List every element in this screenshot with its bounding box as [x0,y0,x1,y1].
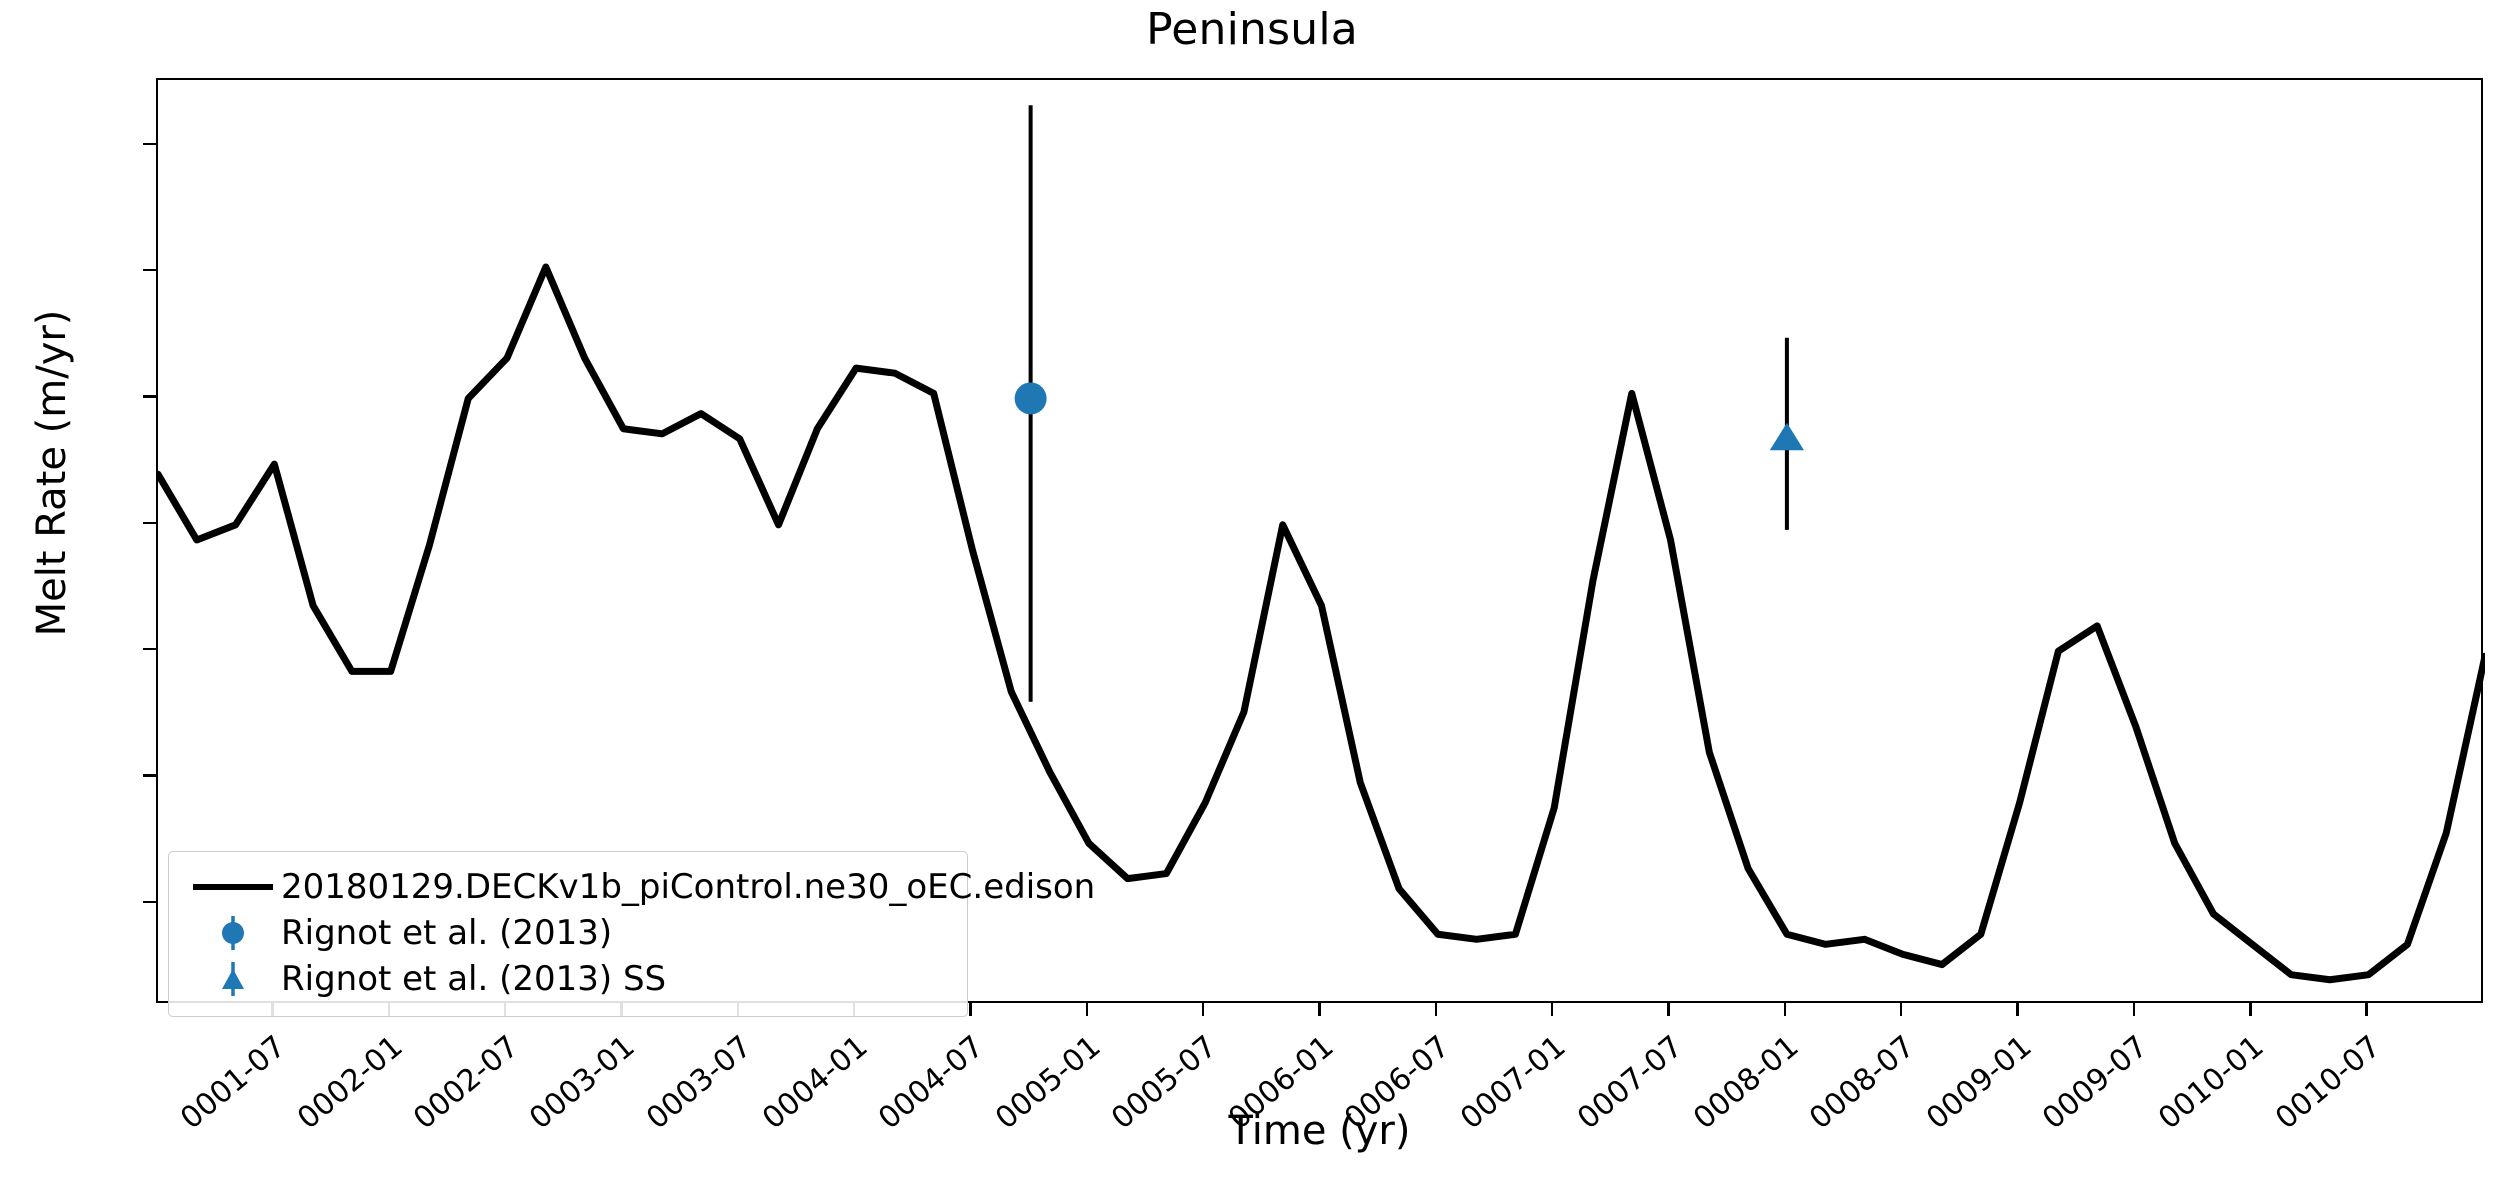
x-axis-tick-mark [1783,1003,1787,1016]
x-axis-tick-mark [1551,1003,1554,1016]
observation-marker-triangle[interactable] [1769,422,1804,451]
legend-item-rignot-ss[interactable]: Rignot et al. (2013) SS [185,956,951,1002]
x-axis-tick-mark [2016,1003,2019,1016]
legend-label-rignot: Rignot et al. (2013) [281,913,613,953]
chart-title: Peninsula [1146,4,1358,55]
y-axis-tick-mark [143,142,156,145]
y-axis-tick-mark [143,521,156,524]
x-axis-tick-mark [1318,1003,1321,1016]
x-axis-tick-mark [2365,1003,2368,1016]
x-axis-tick-mark [1085,1003,1088,1016]
y-axis-label: Melt Rate (m/yr) [29,309,75,637]
y-axis-tick-mark [143,268,156,272]
observation-marker-circle[interactable] [1014,382,1047,415]
x-axis-label: Time (yr) [1228,1108,1411,1154]
legend-label-rignot-ss: Rignot et al. (2013) SS [281,959,667,999]
plot-svg [158,105,2485,984]
x-axis-tick-mark [1667,1003,1670,1016]
x-axis-tick-mark [969,1003,972,1016]
y-axis-tick-mark [143,395,156,398]
legend-triangle-errorbar-swatch [185,956,281,1002]
legend-circle-errorbar-swatch [185,910,281,956]
model-timeseries-line [158,263,2485,984]
chart-legend: 20180129.DECKv1b_piControl.ne30_oEC.edis… [168,851,1095,1017]
y-axis-tick-mark [143,774,156,777]
x-axis-tick-mark [1434,1003,1438,1016]
x-axis-tick-mark [1900,1003,1903,1016]
y-axis-tick-mark [143,900,156,904]
legend-label-model: 20180129.DECKv1b_piControl.ne30_oEC.edis… [281,867,1096,907]
x-axis-tick-mark [1201,1003,1205,1016]
x-axis-tick-mark [2132,1003,2136,1016]
plot-area [156,78,2485,1003]
x-axis-tick-mark [2249,1003,2252,1016]
legend-line-swatch [185,864,281,910]
y-axis-tick-mark [143,647,156,651]
legend-item-model[interactable]: 20180129.DECKv1b_piControl.ne30_oEC.edis… [185,864,1095,910]
legend-item-rignot[interactable]: Rignot et al. (2013) [185,910,951,956]
